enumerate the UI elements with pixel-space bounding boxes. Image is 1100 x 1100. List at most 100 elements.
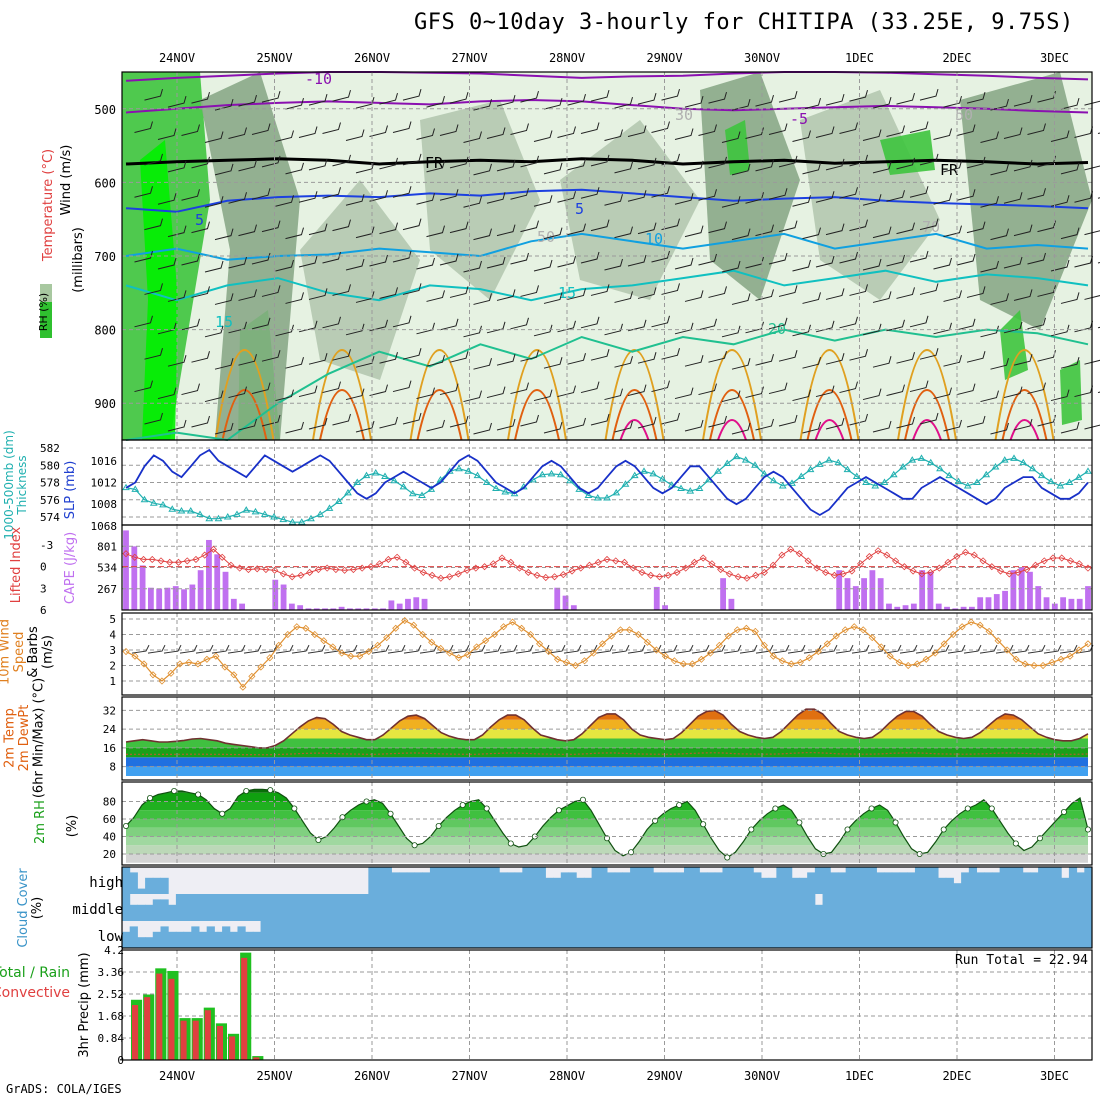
cape-bar <box>653 586 660 610</box>
wind-barb <box>943 290 962 302</box>
lifted-index-point <box>1066 557 1075 565</box>
cloud-cell-low <box>784 921 793 948</box>
cape-bar <box>164 587 171 610</box>
cloud-cell-high <box>406 872 416 894</box>
cloud-cell-middle <box>545 894 554 921</box>
wind-barb <box>496 159 516 172</box>
cloud-cell-middle <box>591 894 600 921</box>
thickness-tick-574: 574 <box>40 511 60 524</box>
wind-speed-point <box>1039 661 1047 670</box>
wind-barb <box>614 356 633 368</box>
wind-barb <box>886 254 905 267</box>
cloud-cell-middle <box>183 894 192 921</box>
cloud-cell-high <box>768 877 777 894</box>
cloud-cell-middle <box>499 894 508 921</box>
wind-barb <box>849 349 868 361</box>
lifted-index-point <box>944 558 952 566</box>
wind-barb <box>379 157 398 170</box>
wind-barb <box>1060 292 1080 304</box>
cloud-cell-low <box>884 921 893 948</box>
cloud-cell-high <box>1084 867 1093 894</box>
wind-barb <box>604 323 623 336</box>
cloud-cell-high <box>884 872 893 894</box>
lifted-index-point <box>647 571 655 579</box>
cloud-cell-high <box>437 867 446 894</box>
wind-barb <box>778 90 798 103</box>
wind-speed-point <box>1057 655 1065 663</box>
cloud-cell-low <box>206 926 215 948</box>
cloud-cell-high <box>961 872 970 894</box>
thickness-point <box>686 487 695 494</box>
lifted-index-point <box>1084 564 1092 572</box>
temperature-label-line-0: Temperature (°C) <box>41 149 56 262</box>
cape-bar <box>869 570 876 610</box>
lifted-index-point <box>865 552 873 561</box>
cloud-cell-middle <box>1015 894 1024 921</box>
thickness-point <box>732 452 741 460</box>
surface-wind-barb <box>419 644 438 654</box>
cloud-cell-middle <box>884 894 893 921</box>
bottom-day-label-24NOV: 24NOV <box>159 1069 195 1083</box>
wind-barb <box>369 190 388 202</box>
wind-barb <box>1027 317 1046 330</box>
wind-barb <box>872 226 892 239</box>
cape-bar <box>388 600 395 610</box>
wind-barb <box>355 420 375 433</box>
wind-barb <box>402 283 422 295</box>
cloud-cell-low <box>483 921 493 948</box>
wind-barb <box>778 350 798 362</box>
cloud-cell-middle <box>437 894 446 921</box>
cloud-cell-low <box>660 921 670 948</box>
wind-barb <box>298 385 318 398</box>
surface-wind-barb <box>563 644 582 654</box>
isotherm-arc-7-2 <box>814 419 845 441</box>
wind-barb <box>614 96 633 109</box>
wind-speed-point <box>194 660 202 668</box>
cape-bar <box>728 598 735 610</box>
lifted-index-point <box>778 551 786 559</box>
lifted-index-line <box>125 548 1089 579</box>
cloud-cell-high <box>645 867 654 894</box>
cape-bar <box>222 571 229 610</box>
cloud-cell-high <box>745 867 754 894</box>
wind-barb <box>1003 192 1023 204</box>
surface-wind-barb <box>243 644 262 654</box>
wind-barb <box>416 387 435 400</box>
wind-barb <box>919 412 939 425</box>
thickness-point <box>270 513 278 520</box>
wind-speed-point <box>275 641 283 649</box>
wind-barb <box>322 381 341 394</box>
wind-barb <box>849 284 868 296</box>
precip-convective-bar <box>216 1025 223 1060</box>
thickness-point <box>223 513 232 520</box>
cape-bar <box>662 605 668 610</box>
pressure-tick-600: 600 <box>94 176 116 190</box>
wind-barb <box>426 225 445 238</box>
contour-label-15: 15 <box>215 313 233 331</box>
wind-barb <box>308 417 328 430</box>
cloud-cell-low <box>1076 921 1085 948</box>
cloud-cell-middle <box>737 894 747 921</box>
cloud-cell-low <box>760 921 770 948</box>
cloud-cell-high <box>999 867 1008 894</box>
wind-speed-point <box>706 649 714 657</box>
wind-barb <box>651 315 670 328</box>
cloud-cell-low <box>683 921 693 948</box>
bottom-day-label-30NOV: 30NOV <box>744 1069 780 1083</box>
isotherm-arc-4-1 <box>514 389 560 441</box>
wind-speed-point <box>634 630 643 639</box>
cloud-cell-low <box>406 921 416 948</box>
surface-wind-barb <box>915 644 934 654</box>
isotherm-arc-2-1 <box>319 389 365 441</box>
cloud-cell-middle <box>645 894 654 921</box>
cloud-cell-low <box>145 937 154 948</box>
cloud-cell-low <box>530 921 539 948</box>
cloud-cell-middle <box>576 894 585 921</box>
cloud-cell-high <box>922 867 931 894</box>
wind-frame <box>121 612 1093 696</box>
wind-barb <box>1027 382 1046 395</box>
wind-speed-point <box>661 652 670 660</box>
top-day-label-2DEC: 2DEC <box>943 51 972 65</box>
cloud-cell-low <box>429 921 439 948</box>
wind-barb <box>308 93 328 106</box>
